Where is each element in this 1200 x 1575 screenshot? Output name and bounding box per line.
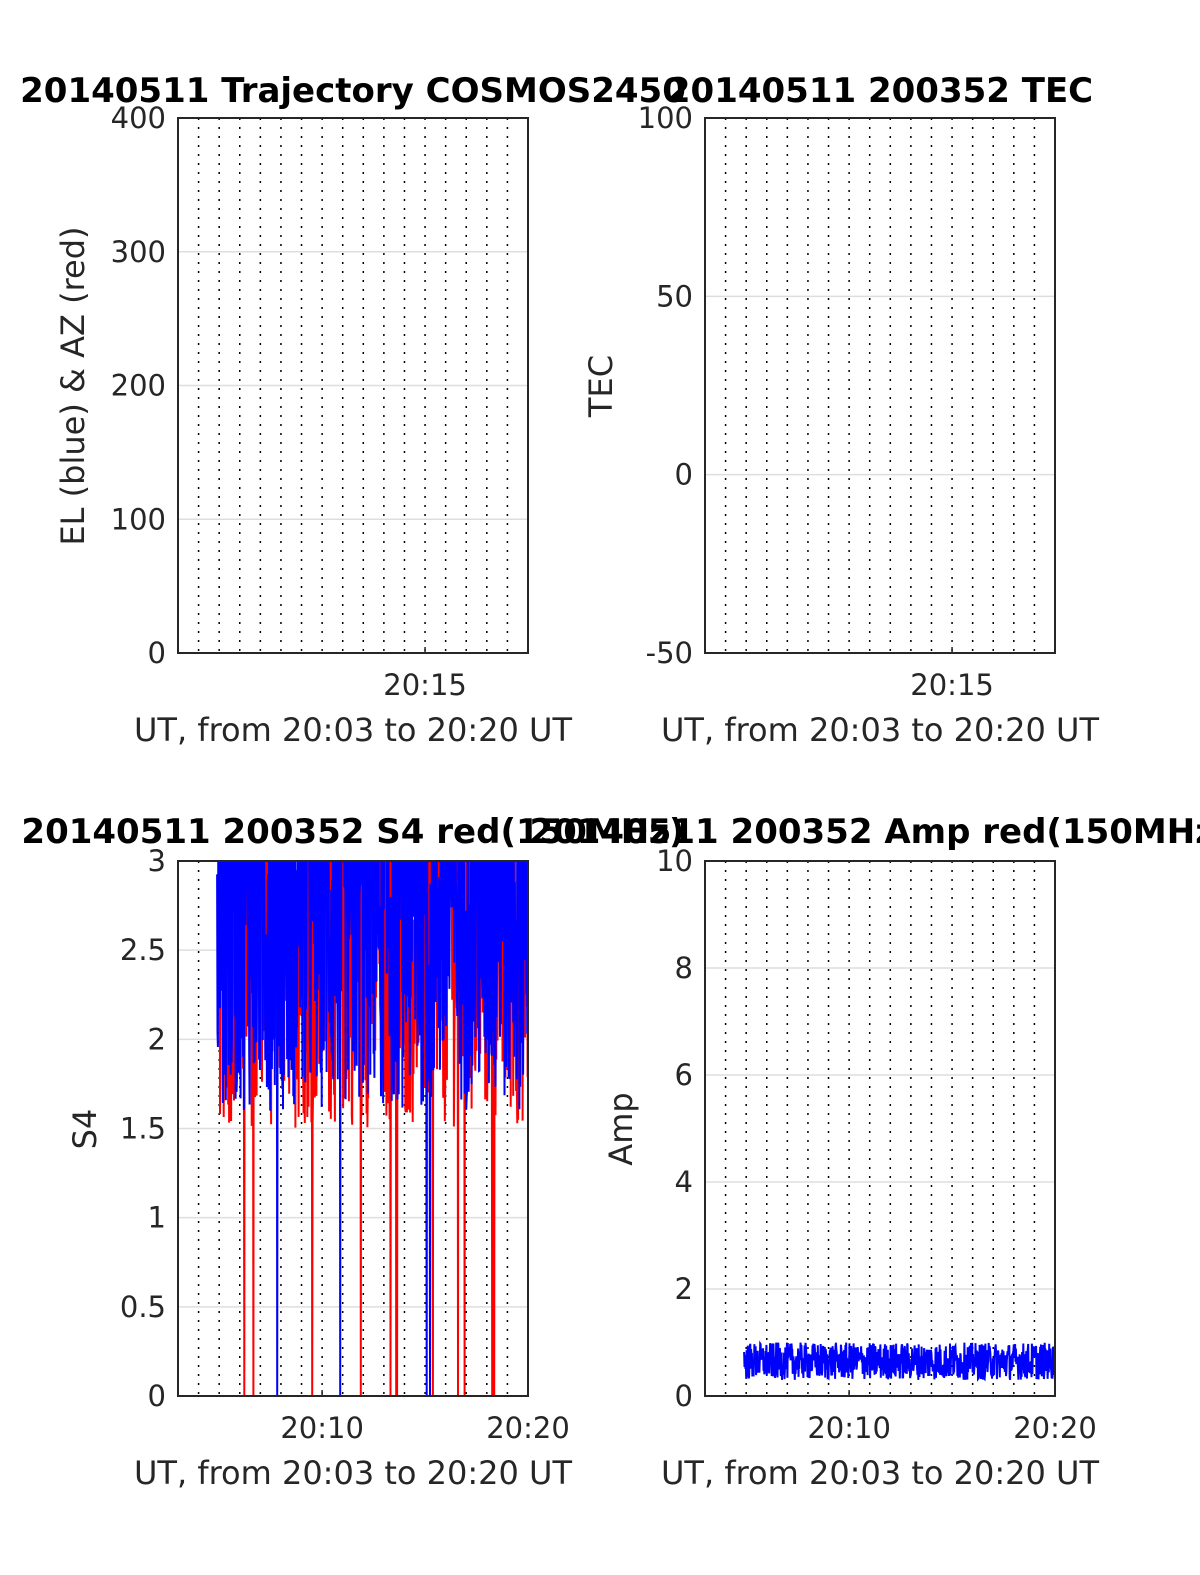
tec-title: 20140511 200352 TEC [667, 71, 1093, 111]
amp-title: 20140511 200352 Amp red(150MHz) [529, 812, 1200, 852]
amp-ylabel: Amp [602, 1092, 640, 1165]
y-tick-label: 3 [148, 844, 166, 878]
y-tick-label: 400 [111, 101, 166, 135]
y-tick-label: 0 [148, 1379, 166, 1413]
x-tick-label: 20:10 [280, 1411, 364, 1445]
y-tick-label: 100 [111, 502, 166, 536]
series-group [216, 861, 528, 1396]
blue-series-line [216, 861, 528, 1396]
tec-panel: 20140511 200352 TEC UT, from 20:03 to 20… [582, 71, 1099, 749]
y-tick-label: -50 [646, 636, 693, 670]
y-tick-label: 2.5 [120, 933, 166, 967]
x-tick-label: 20:20 [1013, 1411, 1097, 1445]
trajectory-ylabel: EL (blue) & AZ (red) [54, 226, 92, 545]
y-tick-label: 4 [675, 1165, 693, 1199]
y-tick-label: 1.5 [120, 1112, 166, 1146]
y-tick-label: 0 [675, 1379, 693, 1413]
y-tick-label: 8 [675, 951, 693, 985]
y-tick-label: 200 [111, 369, 166, 403]
y-tick-label: 300 [111, 235, 166, 269]
y-tick-label: 0 [148, 636, 166, 670]
s4-ylabel: S4 [66, 1109, 104, 1150]
axes-box [177, 860, 529, 1397]
series-group [743, 1340, 1055, 1382]
x-tick-label: 20:15 [383, 668, 467, 702]
x-tick-label: 20:15 [910, 668, 994, 702]
y-tick-label: 2 [148, 1022, 166, 1056]
y-tick-label: 100 [638, 101, 693, 135]
y-tick-label: 2 [675, 1272, 693, 1306]
x-tick-label: 20:20 [486, 1411, 570, 1445]
amp-panel: 20140511 200352 Amp red(150MHz) UT, from… [529, 812, 1200, 1492]
y-tick-label: 1 [148, 1201, 166, 1235]
s4-title: 20140511 200352 S4 red(150MHz) [21, 812, 684, 852]
blue-series-line [743, 1340, 1055, 1382]
tec-ylabel: TEC [582, 355, 620, 418]
x-tick-label: 20:10 [807, 1411, 891, 1445]
y-tick-label: 0 [675, 458, 693, 492]
trajectory-xlabel: UT, from 20:03 to 20:20 UT [134, 711, 572, 749]
tec-xlabel: UT, from 20:03 to 20:20 UT [661, 711, 1099, 749]
axes-box [704, 117, 1056, 654]
y-tick-label: 0.5 [120, 1290, 166, 1324]
y-tick-label: 10 [656, 844, 693, 878]
amp-xlabel: UT, from 20:03 to 20:20 UT [661, 1454, 1099, 1492]
axes-box [177, 117, 529, 654]
y-tick-label: 50 [656, 279, 693, 313]
s4-xlabel: UT, from 20:03 to 20:20 UT [134, 1454, 572, 1492]
y-tick-label: 6 [675, 1058, 693, 1092]
s4-panel: 20140511 200352 S4 red(150MHz) UT, from … [21, 812, 684, 1492]
trajectory-title: 20140511 Trajectory COSMOS2450 [20, 71, 686, 111]
axes-box [704, 860, 1056, 1397]
trajectory-panel: 20140511 Trajectory COSMOS2450 UT, from … [20, 71, 686, 749]
